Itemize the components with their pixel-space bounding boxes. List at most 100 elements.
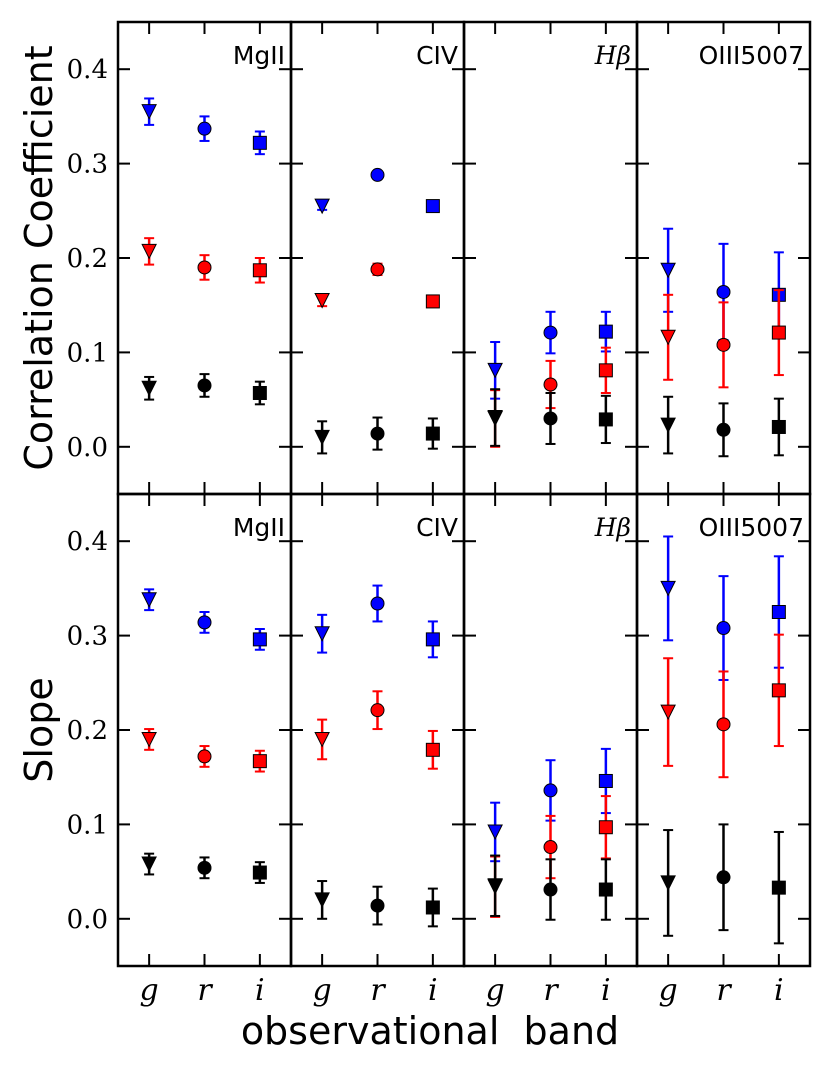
panel-slope-1: CIV [289, 492, 466, 968]
data-point-top-i [598, 324, 613, 339]
data-point-bottom-r [370, 426, 385, 441]
data-point-bottom-g [141, 856, 157, 873]
data-point-top-r [716, 621, 731, 636]
panel-title: OIII5007 [699, 513, 804, 542]
data-point-middle-g [314, 731, 330, 748]
data-point-middle-r [543, 377, 558, 392]
data-point-bottom-i [771, 880, 786, 895]
y-tick-label: 0.0 [67, 905, 108, 935]
data-point-middle-r [543, 840, 558, 855]
data-point-bottom-r [716, 422, 731, 437]
x-tick-label: g [659, 973, 678, 1008]
data-point-middle-i [771, 683, 786, 698]
panel-slope-0: MgII [116, 492, 293, 968]
panel-corr-2: Hβ [462, 20, 639, 496]
x-tick-label: i [255, 973, 265, 1008]
data-point-middle-i [252, 754, 267, 769]
data-point-middle-g [141, 731, 157, 748]
data-point-top-g [314, 626, 330, 642]
data-point-top-g [487, 362, 503, 379]
data-point-bottom-i [598, 412, 613, 427]
panel-title: CIV [416, 513, 458, 542]
data-point-middle-i [252, 263, 267, 278]
data-point-bottom-r [370, 898, 385, 913]
data-point-top-i [425, 199, 440, 214]
data-point-bottom-g [314, 429, 330, 446]
data-point-top-r [197, 121, 212, 136]
data-point-top-r [197, 615, 212, 630]
data-point-middle-i [598, 820, 613, 835]
data-point-middle-r [197, 260, 212, 275]
x-tick-label: r [716, 973, 732, 1008]
x-tick-label: i [428, 973, 438, 1008]
panel-title: OIII5007 [699, 41, 804, 70]
x-tick-label: g [486, 973, 505, 1008]
x-tick-label: r [370, 973, 386, 1008]
y-axis-label-bottom: Slope [17, 677, 61, 782]
y-tick-label: 0.1 [67, 338, 108, 368]
y-tick-label: 0.2 [67, 244, 108, 274]
x-tick-label: i [774, 973, 784, 1008]
y-tick-label: 0.2 [67, 716, 108, 746]
y-tick-label: 0.1 [67, 810, 108, 840]
data-point-top-i [252, 632, 267, 647]
data-point-bottom-g [487, 878, 503, 894]
y-tick-label: 0.3 [67, 150, 108, 180]
data-point-bottom-r [543, 411, 558, 426]
data-point-top-g [141, 104, 157, 120]
x-tick-label: r [197, 973, 213, 1008]
data-point-top-i [598, 773, 613, 788]
data-point-top-g [314, 198, 330, 215]
y-tick-label: 0.0 [67, 433, 108, 463]
y-tick-label: 0.4 [67, 55, 108, 85]
data-point-bottom-r [197, 378, 212, 393]
data-point-top-r [370, 167, 385, 182]
data-point-top-g [660, 580, 676, 597]
panel-title: Hβ [594, 513, 631, 542]
x-tick-label: r [543, 973, 559, 1008]
data-point-middle-r [370, 703, 385, 718]
data-point-middle-g [660, 329, 676, 346]
panel-corr-3: OIII5007 [635, 20, 812, 496]
panel-frame [635, 492, 812, 968]
data-point-bottom-g [660, 417, 676, 434]
data-point-top-r [716, 284, 731, 299]
data-point-top-g [487, 824, 503, 841]
x-tick-label: g [140, 973, 159, 1008]
data-point-middle-i [598, 363, 613, 378]
panel-title: Hβ [594, 41, 631, 70]
data-point-top-g [660, 262, 676, 279]
panel-corr-1: CIV [289, 20, 466, 496]
data-point-bottom-i [252, 865, 267, 880]
data-point-middle-g [314, 292, 330, 309]
data-point-bottom-i [425, 900, 440, 915]
panel-title: MgII [233, 41, 285, 70]
panel-slope-3: OIII5007 [635, 492, 812, 968]
panel-frame [116, 492, 293, 968]
data-point-middle-i [771, 325, 786, 340]
y-axis-label-top: Correlation Coefficient [17, 45, 61, 470]
data-point-top-r [543, 325, 558, 340]
panel-title: CIV [416, 41, 458, 70]
data-point-bottom-r [197, 860, 212, 875]
data-point-middle-r [370, 262, 385, 277]
data-point-middle-i [425, 294, 440, 309]
data-point-top-i [771, 605, 786, 619]
panels: MgII CIV Hβ OIII5007 MgII CIV Hβ OIII5007 [116, 20, 812, 968]
data-point-bottom-g [314, 892, 330, 909]
data-point-top-i [425, 632, 440, 647]
data-point-bottom-r [543, 882, 558, 897]
data-point-bottom-g [660, 875, 676, 892]
y-tick-labels: 0.0 0.1 0.2 0.3 0.4 0.0 0.1 0.2 0.3 0.4 [67, 55, 108, 935]
data-point-top-i [252, 135, 267, 150]
data-point-bottom-i [771, 419, 786, 434]
x-axis-label: observational band [241, 1009, 619, 1053]
panel-slope-2: Hβ [462, 492, 639, 968]
data-point-bottom-g [141, 380, 157, 397]
data-point-top-r [370, 596, 385, 611]
data-point-middle-g [660, 704, 676, 721]
panel-corr-0: MgII [116, 20, 293, 496]
data-point-bottom-i [252, 385, 267, 400]
